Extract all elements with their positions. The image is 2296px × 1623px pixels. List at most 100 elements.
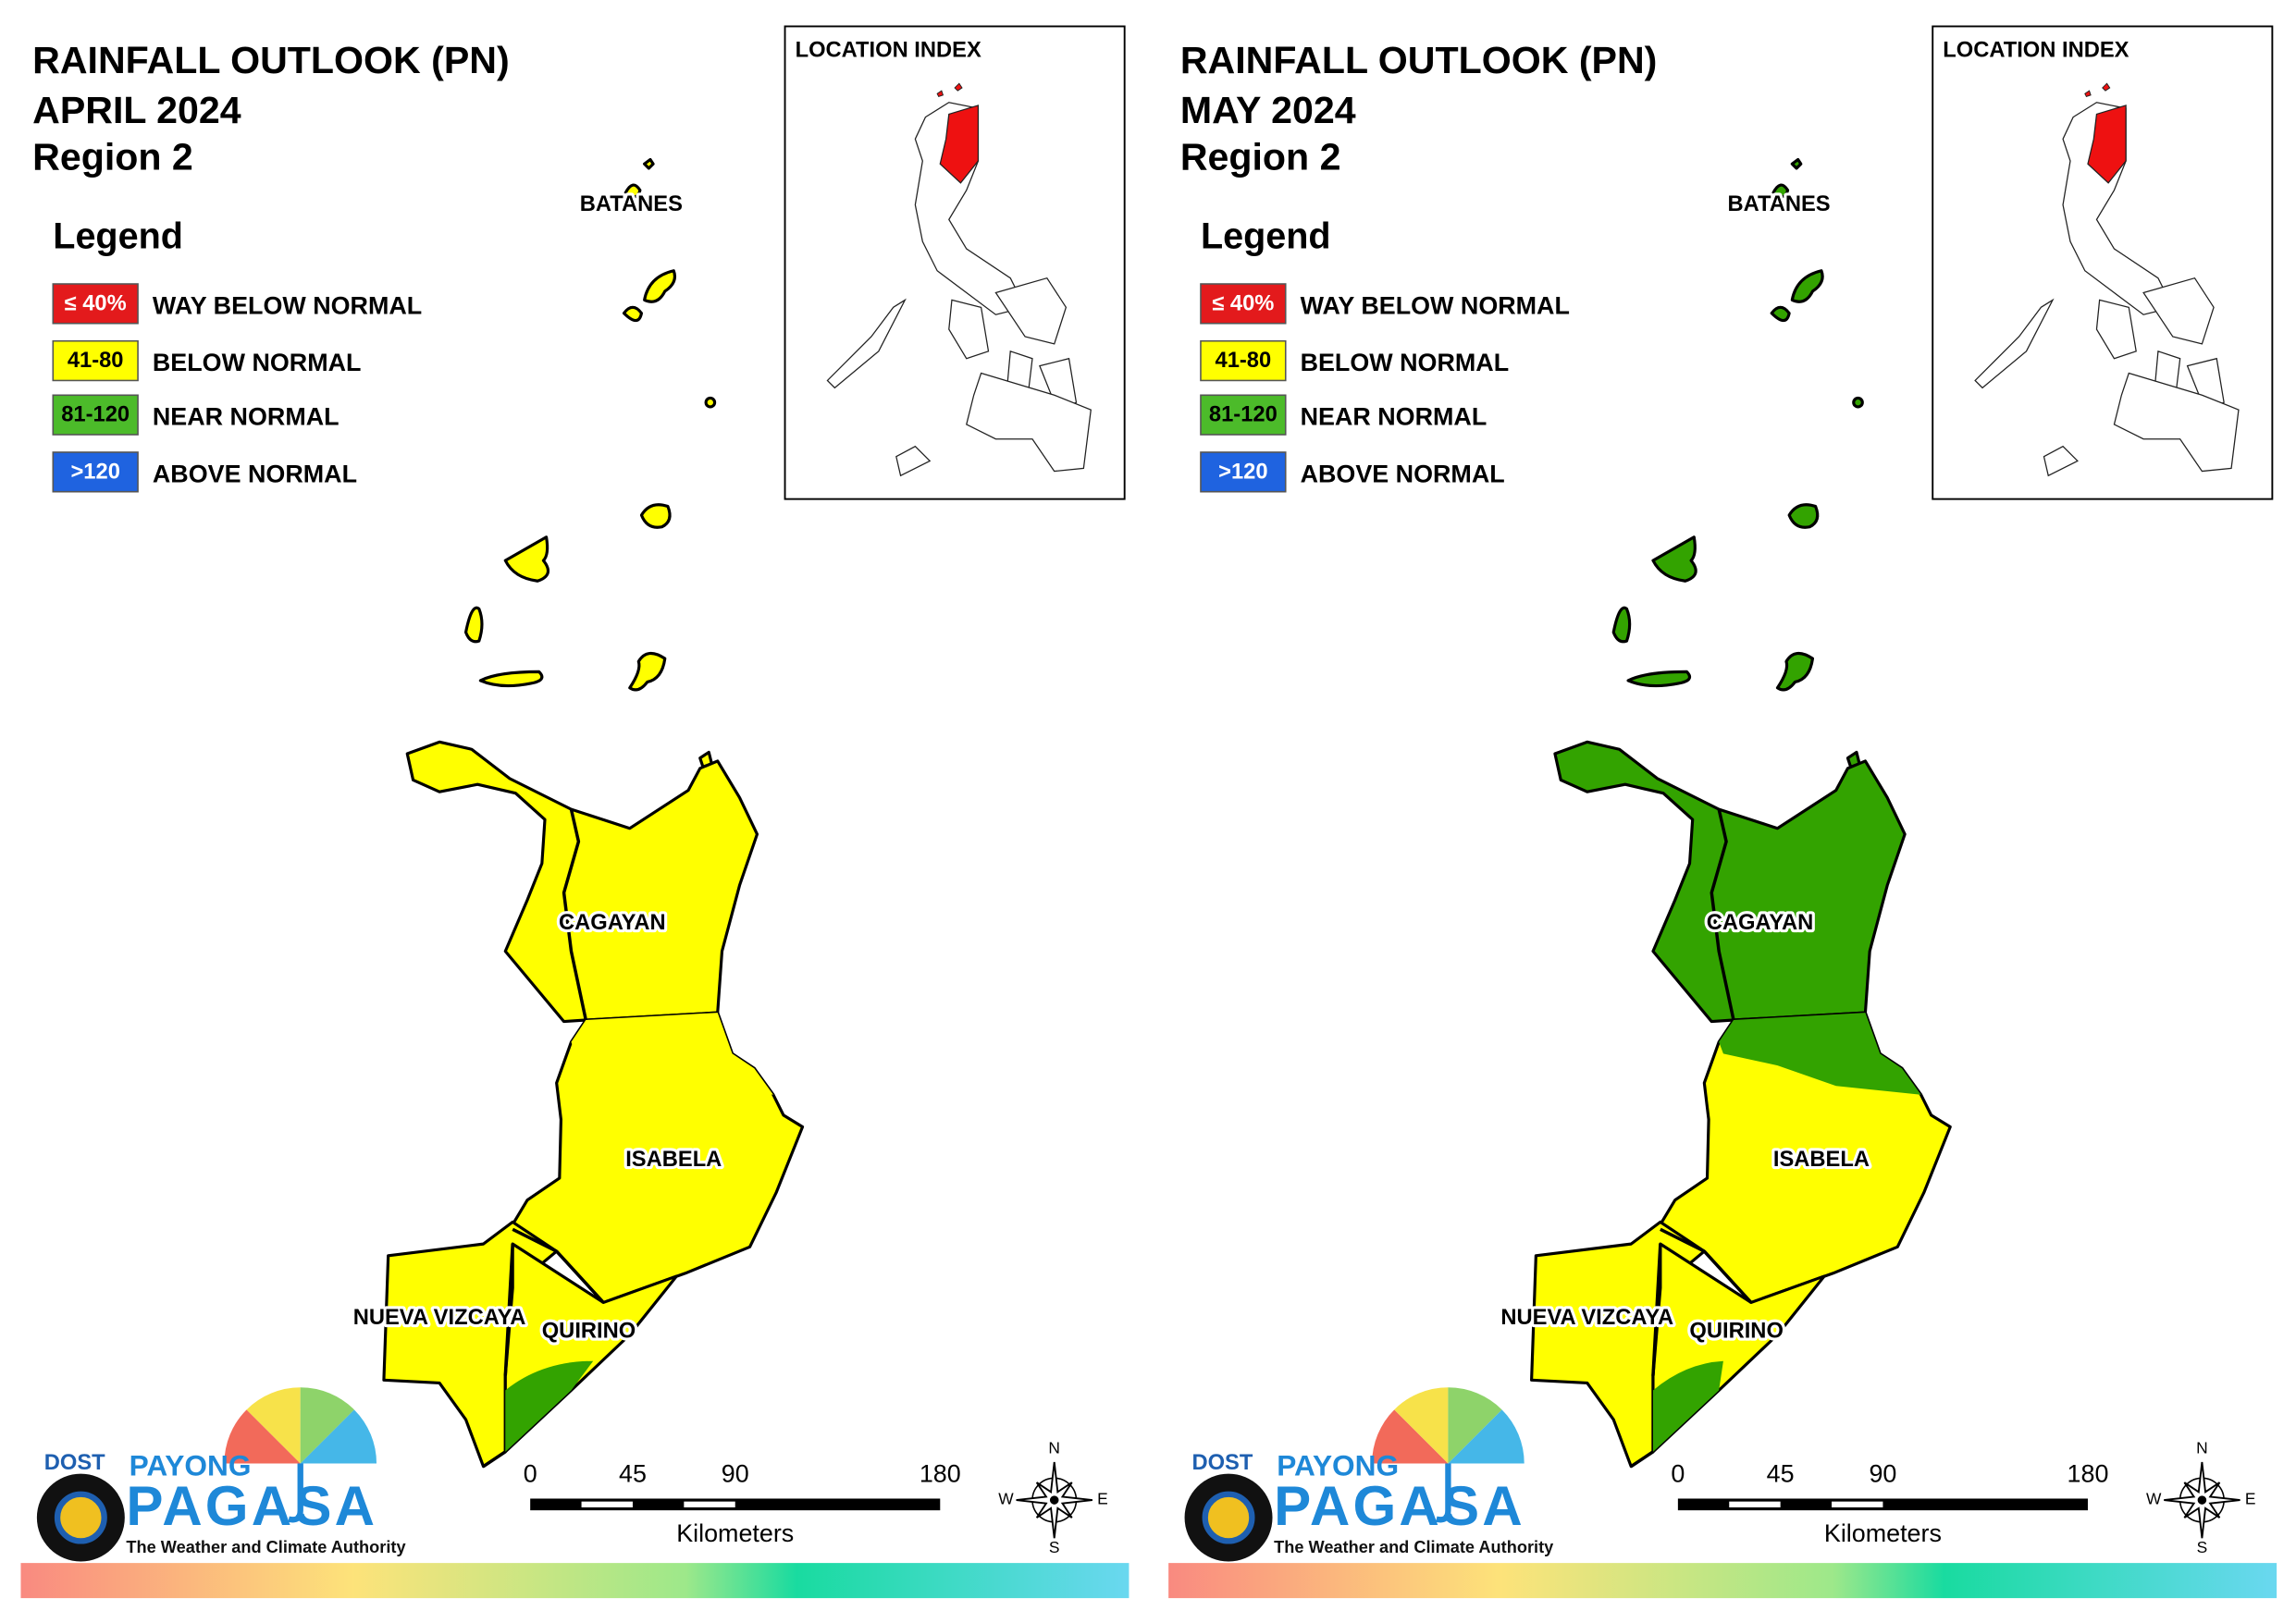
island <box>643 157 655 170</box>
umbrella-segment <box>1448 1409 1524 1464</box>
legend-swatch-text: >120 <box>70 460 119 484</box>
island <box>643 269 677 303</box>
umbrella-segment <box>246 1387 301 1464</box>
umbrella-segment <box>1372 1409 1449 1464</box>
logo-emblem <box>54 1491 107 1544</box>
scale-label: 45 <box>1767 1459 1795 1487</box>
place-label: BATANES <box>1727 192 1830 216</box>
island <box>704 396 717 409</box>
scale-label: 180 <box>2068 1459 2109 1487</box>
legend-swatch-text: 81-120 <box>61 403 130 427</box>
island-outline <box>994 277 1068 345</box>
panel-title: APRIL 2024 <box>32 89 241 131</box>
compass-letter: N <box>2196 1438 2208 1457</box>
compass-center <box>1049 1495 1059 1505</box>
compass-letter: E <box>2245 1490 2256 1508</box>
compass-letter: W <box>998 1490 1014 1508</box>
compass-letter: E <box>1097 1490 1108 1508</box>
island <box>1651 535 1697 583</box>
legend-label: WAY BELOW NORMAL <box>1301 291 1570 319</box>
province-cagayan <box>1553 740 1907 1024</box>
legend-label: ABOVE NORMAL <box>1301 460 1505 487</box>
island <box>1775 652 1815 692</box>
island <box>1790 269 1824 303</box>
island <box>622 305 644 323</box>
legend-swatch-text: >120 <box>1218 460 1267 484</box>
legend-label: WAY BELOW NORMAL <box>153 291 422 319</box>
place-label: NUEVA VIZCAYA <box>353 1306 526 1330</box>
island <box>623 183 642 199</box>
island <box>463 606 484 644</box>
region-highlight <box>2087 105 2127 184</box>
place-label: QUIRINO <box>542 1319 636 1343</box>
legend-swatch <box>52 283 139 325</box>
legend-title: Legend <box>53 215 183 256</box>
legend-swatch <box>52 339 139 382</box>
legend-label: NEAR NORMAL <box>153 403 339 431</box>
outlook-panel: RAINFALL OUTLOOK (PN) APRIL 2024 Region 2 L… <box>20 25 1129 1599</box>
province-border <box>1630 808 1753 1469</box>
legend-swatch <box>52 451 139 493</box>
location-index-title: LOCATION INDEX <box>1943 39 2129 63</box>
island <box>1852 396 1864 409</box>
island-outline <box>2113 372 2240 473</box>
scale-label: 0 <box>524 1459 537 1487</box>
scale-label: 180 <box>920 1459 961 1487</box>
legend-label: ABOVE NORMAL <box>153 460 357 487</box>
quirino-zone <box>505 1360 594 1452</box>
legend-label: BELOW NORMAL <box>1301 349 1510 376</box>
logo-brand: PAGASA <box>1274 1475 1525 1537</box>
legend-swatch <box>1200 451 1287 493</box>
logo-emblem <box>1202 1491 1255 1544</box>
footer-band <box>20 1563 1129 1599</box>
island <box>639 503 672 529</box>
logo-agency: DOST <box>1191 1451 1253 1475</box>
legend-swatch <box>1200 283 1287 325</box>
compass-letter: N <box>1048 1438 1060 1457</box>
compass-letter: W <box>2146 1490 2162 1508</box>
panel-title: Region 2 <box>1180 136 1341 178</box>
panel-title: RAINFALL OUTLOOK (PN) <box>32 39 510 81</box>
scale-label: 45 <box>619 1459 647 1487</box>
panel-title: RAINFALL OUTLOOK (PN) <box>1180 39 1658 81</box>
province-border <box>482 808 605 1469</box>
scale-unit: Kilometers <box>676 1519 794 1547</box>
island-outline <box>2095 299 2137 360</box>
legend-swatch-text: 81-120 <box>1209 403 1278 427</box>
panel-title: Region 2 <box>32 136 193 178</box>
logo-tagline: The Weather and Climate Authority <box>1274 1538 1554 1556</box>
umbrella-segment <box>1448 1387 1502 1464</box>
scale-bar-segment <box>1832 1501 1883 1507</box>
island <box>1626 670 1692 688</box>
island-outline <box>966 372 1092 473</box>
outlook-panel: RAINFALL OUTLOOK (PN) MAY 2024 Region 2 Leg… <box>1168 25 2277 1599</box>
umbrella-segment <box>224 1409 301 1464</box>
legend-swatch-text: 41-80 <box>1216 349 1272 373</box>
island <box>1771 183 1790 199</box>
umbrella-segment <box>1394 1387 1449 1464</box>
island-outline <box>948 299 990 360</box>
legend-swatch <box>1200 339 1287 382</box>
compass-letter: S <box>2197 1538 2208 1556</box>
batanes-mini <box>936 82 963 98</box>
island-outline <box>826 298 907 389</box>
umbrella-segment <box>300 1409 377 1464</box>
logo-agency: DOST <box>44 1451 105 1475</box>
place-label: ISABELA <box>625 1148 722 1172</box>
legend-title: Legend <box>1201 215 1331 256</box>
scale-label: 0 <box>1671 1459 1685 1487</box>
umbrella-handle <box>1435 1463 1451 1523</box>
scale-bar-segment <box>684 1501 735 1507</box>
legend-label: NEAR NORMAL <box>1301 403 1487 431</box>
island <box>628 652 667 692</box>
island <box>1611 606 1632 644</box>
legend-swatch-text: ≤ 40% <box>65 291 127 315</box>
logo-brand-top: PAYONG <box>1277 1449 1399 1482</box>
legend-swatch <box>52 394 139 436</box>
place-label: BATANES <box>580 192 683 216</box>
island <box>1770 305 1791 323</box>
place-label: CAGAYAN <box>559 911 666 935</box>
scale-bar-segment <box>581 1501 633 1507</box>
